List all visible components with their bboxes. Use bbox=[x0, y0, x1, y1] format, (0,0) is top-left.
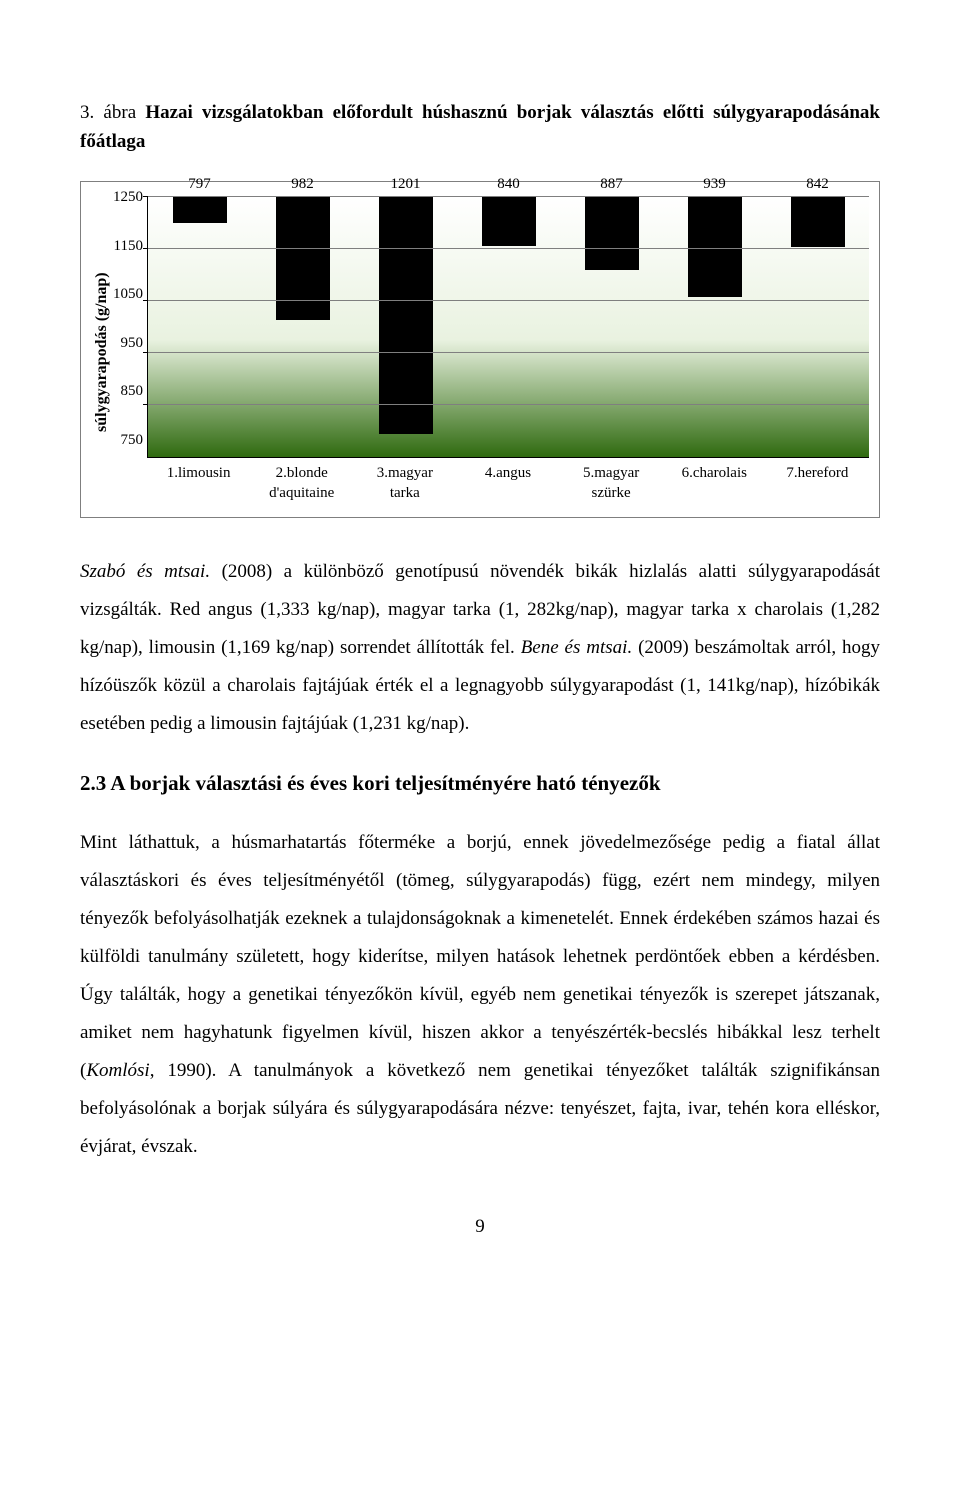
x-axis-label: 2.blonded'aquitaine bbox=[250, 464, 353, 503]
ytick: 750 bbox=[113, 432, 143, 449]
page-number: 9 bbox=[80, 1216, 880, 1238]
bar-column: 842 bbox=[766, 197, 869, 457]
bar: 982 bbox=[276, 197, 330, 320]
gridline bbox=[148, 248, 869, 249]
bar-value-label: 840 bbox=[483, 176, 535, 193]
bar-value-label: 1201 bbox=[380, 176, 432, 193]
x-axis-label: 4.angus bbox=[456, 464, 559, 503]
bar: 887 bbox=[585, 197, 639, 270]
bar-column: 797 bbox=[148, 197, 251, 457]
bar: 840 bbox=[482, 197, 536, 246]
ytick: 950 bbox=[113, 335, 143, 352]
gridline bbox=[148, 352, 869, 353]
gridline bbox=[148, 196, 869, 197]
text: Mint láthattuk, a húsmarhatartás főtermé… bbox=[80, 832, 880, 1081]
x-axis-label: 1.limousin bbox=[147, 464, 250, 503]
bar-column: 982 bbox=[251, 197, 354, 457]
x-axis-label: 3.magyartarka bbox=[353, 464, 456, 503]
paragraph-2: Mint láthattuk, a húsmarhatartás főtermé… bbox=[80, 824, 880, 1166]
plot-area: 797 982 1201 840 887 939 842 bbox=[147, 197, 869, 458]
plot-area-wrap: 797 982 1201 840 887 939 842 1.limousin2.blond… bbox=[147, 197, 869, 507]
x-axis-labels: 1.limousin2.blonded'aquitaine3.magyartar… bbox=[147, 464, 869, 503]
y-axis-ticks: 1250 1150 1050 950 850 750 bbox=[113, 189, 147, 449]
bar-value-label: 939 bbox=[689, 176, 741, 193]
bar-column: 887 bbox=[560, 197, 663, 457]
gridline bbox=[148, 404, 869, 405]
text: , 1990). A tanulmányok a következő nem g… bbox=[80, 1060, 880, 1157]
bar: 1201 bbox=[379, 197, 433, 434]
x-axis-label: 6.charolais bbox=[663, 464, 766, 503]
bar-column: 939 bbox=[663, 197, 766, 457]
figure-number: 3. ábra bbox=[80, 102, 136, 123]
bar-chart: súlygyarapodás (g/nap) 1250 1150 1050 95… bbox=[91, 197, 869, 507]
figure-title-bold: Hazai vizsgálatokban előfordult húshaszn… bbox=[80, 102, 880, 152]
ytick: 1250 bbox=[113, 189, 143, 206]
citation: Szabó és mtsai. bbox=[80, 561, 210, 582]
gridline bbox=[148, 300, 869, 301]
bar: 797 bbox=[173, 197, 227, 223]
ytick: 850 bbox=[113, 383, 143, 400]
section-heading: 2.3 A borjak választási és éves kori tel… bbox=[80, 771, 880, 796]
paragraph-1: Szabó és mtsai. (2008) a különböző genot… bbox=[80, 553, 880, 743]
bar-value-label: 982 bbox=[277, 176, 329, 193]
bar-column: 1201 bbox=[354, 197, 457, 457]
bar: 842 bbox=[791, 197, 845, 247]
figure-caption: 3. ábra Hazai vizsgálatokban előfordult … bbox=[80, 99, 880, 156]
bar-column: 840 bbox=[457, 197, 560, 457]
bars-row: 797 982 1201 840 887 939 842 bbox=[148, 197, 869, 457]
ytick: 1050 bbox=[113, 286, 143, 303]
ytick: 1150 bbox=[113, 238, 143, 255]
chart-container: súlygyarapodás (g/nap) 1250 1150 1050 95… bbox=[80, 181, 880, 518]
citation: Komlósi bbox=[86, 1060, 149, 1081]
x-axis-label: 5.magyarszürke bbox=[560, 464, 663, 503]
citation: Bene és mtsai. bbox=[521, 637, 633, 658]
bar-value-label: 797 bbox=[174, 176, 226, 193]
x-axis-label: 7.hereford bbox=[766, 464, 869, 503]
bar-value-label: 842 bbox=[792, 176, 844, 193]
bar-value-label: 887 bbox=[586, 176, 638, 193]
y-axis-label: súlygyarapodás (g/nap) bbox=[91, 197, 113, 507]
